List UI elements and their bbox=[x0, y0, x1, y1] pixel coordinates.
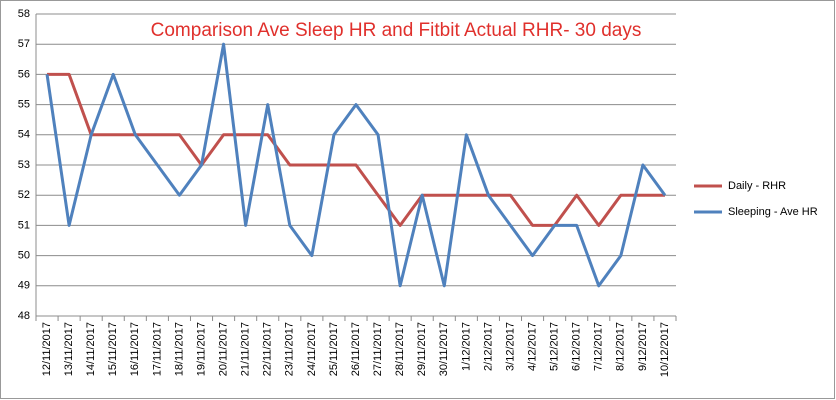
x-tick-label: 15/11/2017 bbox=[107, 322, 119, 376]
x-tick-label: 7/12/2017 bbox=[593, 322, 605, 371]
y-tick-label: 54 bbox=[18, 129, 30, 141]
x-tick-label: 6/12/2017 bbox=[571, 322, 583, 371]
x-tick-label: 10/12/2017 bbox=[659, 322, 671, 377]
x-tick-label: 17/11/2017 bbox=[151, 322, 163, 376]
x-tick-label: 25/11/2017 bbox=[328, 322, 340, 376]
x-tick-label: 8/12/2017 bbox=[615, 322, 627, 371]
y-tick-label: 57 bbox=[18, 38, 30, 50]
x-tick-label: 30/11/2017 bbox=[438, 322, 450, 376]
y-tick-label: 48 bbox=[18, 310, 30, 322]
x-tick-label: 20/11/2017 bbox=[217, 322, 229, 376]
y-tick-label: 49 bbox=[18, 280, 30, 292]
x-tick-label: 28/11/2017 bbox=[394, 322, 406, 376]
x-tick-label: 3/12/2017 bbox=[504, 322, 516, 371]
x-tick-label: 23/11/2017 bbox=[284, 322, 296, 376]
x-tick-label: 4/12/2017 bbox=[526, 322, 538, 371]
x-tick-label: 24/11/2017 bbox=[306, 322, 318, 376]
x-tick-label: 5/12/2017 bbox=[549, 322, 561, 371]
y-tick-label: 50 bbox=[18, 250, 30, 262]
x-tick-label: 12/11/2017 bbox=[41, 322, 53, 376]
x-tick-label: 27/11/2017 bbox=[372, 322, 384, 376]
x-tick-label: 19/11/2017 bbox=[195, 322, 207, 376]
legend-label: Daily - RHR bbox=[728, 180, 786, 192]
y-tick-label: 58 bbox=[18, 8, 30, 20]
x-tick-label: 18/11/2017 bbox=[173, 322, 185, 376]
chart-title: Comparison Ave Sleep HR and Fitbit Actua… bbox=[151, 20, 642, 41]
series-line bbox=[45, 42, 667, 288]
y-tick-label: 55 bbox=[18, 99, 30, 111]
x-tick-label: 21/11/2017 bbox=[240, 322, 252, 376]
y-tick-label: 52 bbox=[18, 189, 30, 201]
y-tick-label: 56 bbox=[18, 68, 30, 80]
x-tick-label: 13/11/2017 bbox=[63, 322, 75, 376]
x-tick-label: 26/11/2017 bbox=[350, 322, 362, 376]
series-line bbox=[47, 72, 665, 227]
y-tick-label: 53 bbox=[18, 159, 30, 171]
legend-label: Sleeping - Ave HR bbox=[728, 206, 818, 218]
x-tick-label: 16/11/2017 bbox=[129, 322, 141, 376]
y-tick-label: 51 bbox=[18, 219, 30, 231]
x-tick-label: 22/11/2017 bbox=[262, 322, 274, 376]
x-tick-label: 14/11/2017 bbox=[85, 322, 97, 376]
x-tick-label: 1/12/2017 bbox=[460, 322, 472, 371]
x-tick-label: 29/11/2017 bbox=[416, 322, 428, 376]
x-tick-label: 2/12/2017 bbox=[482, 322, 494, 371]
x-tick-label: 9/12/2017 bbox=[637, 322, 649, 371]
